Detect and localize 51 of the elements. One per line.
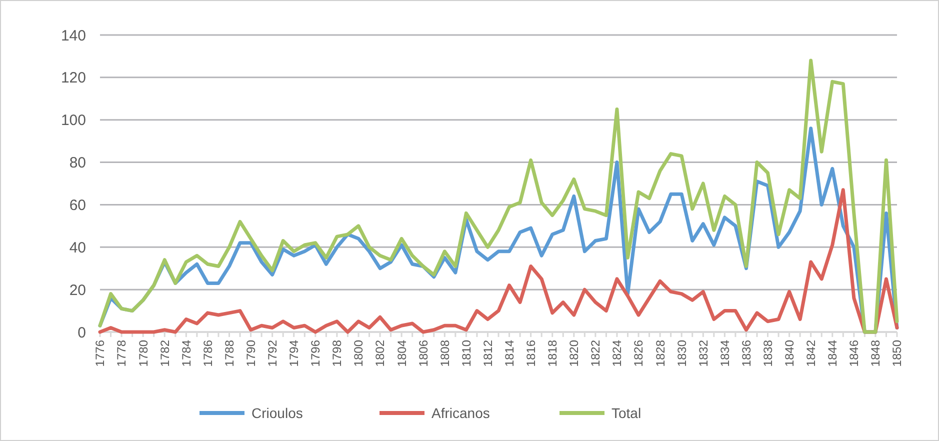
y-tick-label: 60 <box>69 196 86 214</box>
x-tick-label: 1804 <box>394 340 409 367</box>
x-tick-label: 1792 <box>266 340 280 367</box>
legend-label: Total <box>612 404 642 421</box>
line-series <box>98 188 899 334</box>
y-tick-label: 40 <box>69 239 86 256</box>
x-tick-label: 1818 <box>546 340 560 367</box>
x-tick-label: 1780 <box>136 340 150 367</box>
x-tick-label: 1796 <box>308 340 323 367</box>
x-tick-label: 1816 <box>524 340 538 367</box>
x-tick-label: 1848 <box>868 340 883 367</box>
x-tick-label: 1806 <box>416 340 430 367</box>
x-tick-label: 1808 <box>438 340 452 367</box>
x-tick-label: 1786 <box>200 340 215 367</box>
x-tick-label: 1810 <box>459 340 474 367</box>
x-tick-label: 1850 <box>890 340 904 367</box>
x-tick-label: 1800 <box>352 340 366 367</box>
x-tick-label: 1838 <box>760 340 775 367</box>
x-tick-label: 1782 <box>158 340 172 367</box>
x-tick-label: 1788 <box>222 340 236 367</box>
line-series <box>98 58 899 334</box>
x-tick-label: 1794 <box>287 340 302 367</box>
x-tick-label: 1798 <box>330 340 344 367</box>
x-tick-label: 1784 <box>179 340 194 367</box>
x-tick-label: 1824 <box>610 340 624 367</box>
x-tick-label: 1778 <box>114 340 129 367</box>
x-tick-label: 1840 <box>782 340 796 367</box>
x-tick-label: 1828 <box>653 340 668 367</box>
x-tick-label: 1802 <box>373 340 388 367</box>
x-tick-label: 1814 <box>502 340 516 367</box>
x-tick-label: 1830 <box>674 340 689 367</box>
y-tick-label: 100 <box>60 112 86 130</box>
x-tick-label: 1844 <box>826 340 840 367</box>
legend-label: Africanos <box>432 404 490 421</box>
y-tick-label: 20 <box>69 282 86 299</box>
y-tick-label: 140 <box>60 27 86 44</box>
x-tick-label: 1822 <box>588 340 603 367</box>
y-tick-label: 80 <box>69 154 86 172</box>
y-tick-label: 120 <box>60 70 86 87</box>
x-tick-label: 1842 <box>804 340 818 367</box>
x-tick-label: 1834 <box>718 340 732 367</box>
y-tick-label: 0 <box>78 324 86 342</box>
x-tick-label: 1826 <box>632 340 646 367</box>
x-tick-label: 1846 <box>847 340 862 367</box>
legend-label: Crioulos <box>252 404 303 421</box>
x-tick-label: 1790 <box>244 340 258 367</box>
x-tick-label: 1832 <box>696 340 710 367</box>
x-tick-label: 1820 <box>567 340 582 367</box>
x-tick-label: 1776 <box>93 340 108 367</box>
x-tick-label: 1836 <box>739 340 754 367</box>
x-tick-label: 1812 <box>480 340 495 367</box>
